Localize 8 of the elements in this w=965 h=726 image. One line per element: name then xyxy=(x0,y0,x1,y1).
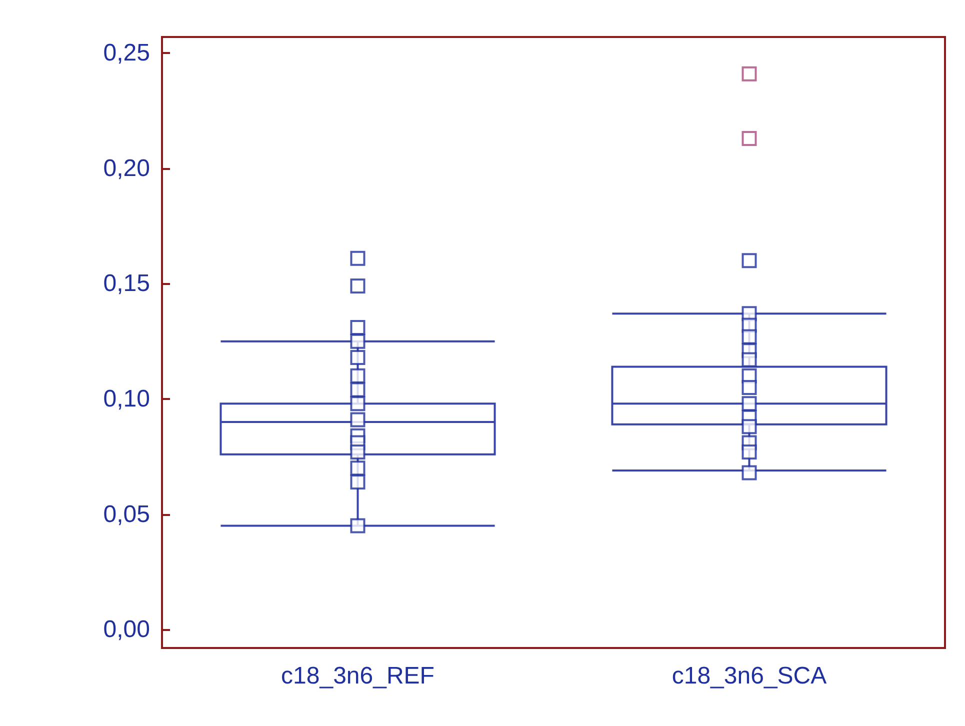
x-tick-label: c18_3n6_REF xyxy=(281,662,434,690)
y-tick-label: 0,05 xyxy=(103,500,150,528)
x-tick-label: c18_3n6_SCA xyxy=(672,662,827,690)
y-tick-label: 0,10 xyxy=(103,385,150,412)
y-tick-label: 0,00 xyxy=(103,616,150,644)
y-tick-label: 0,25 xyxy=(103,40,150,67)
y-tick-label: 0,20 xyxy=(103,154,150,182)
y-tick-label: 0,15 xyxy=(103,270,150,298)
